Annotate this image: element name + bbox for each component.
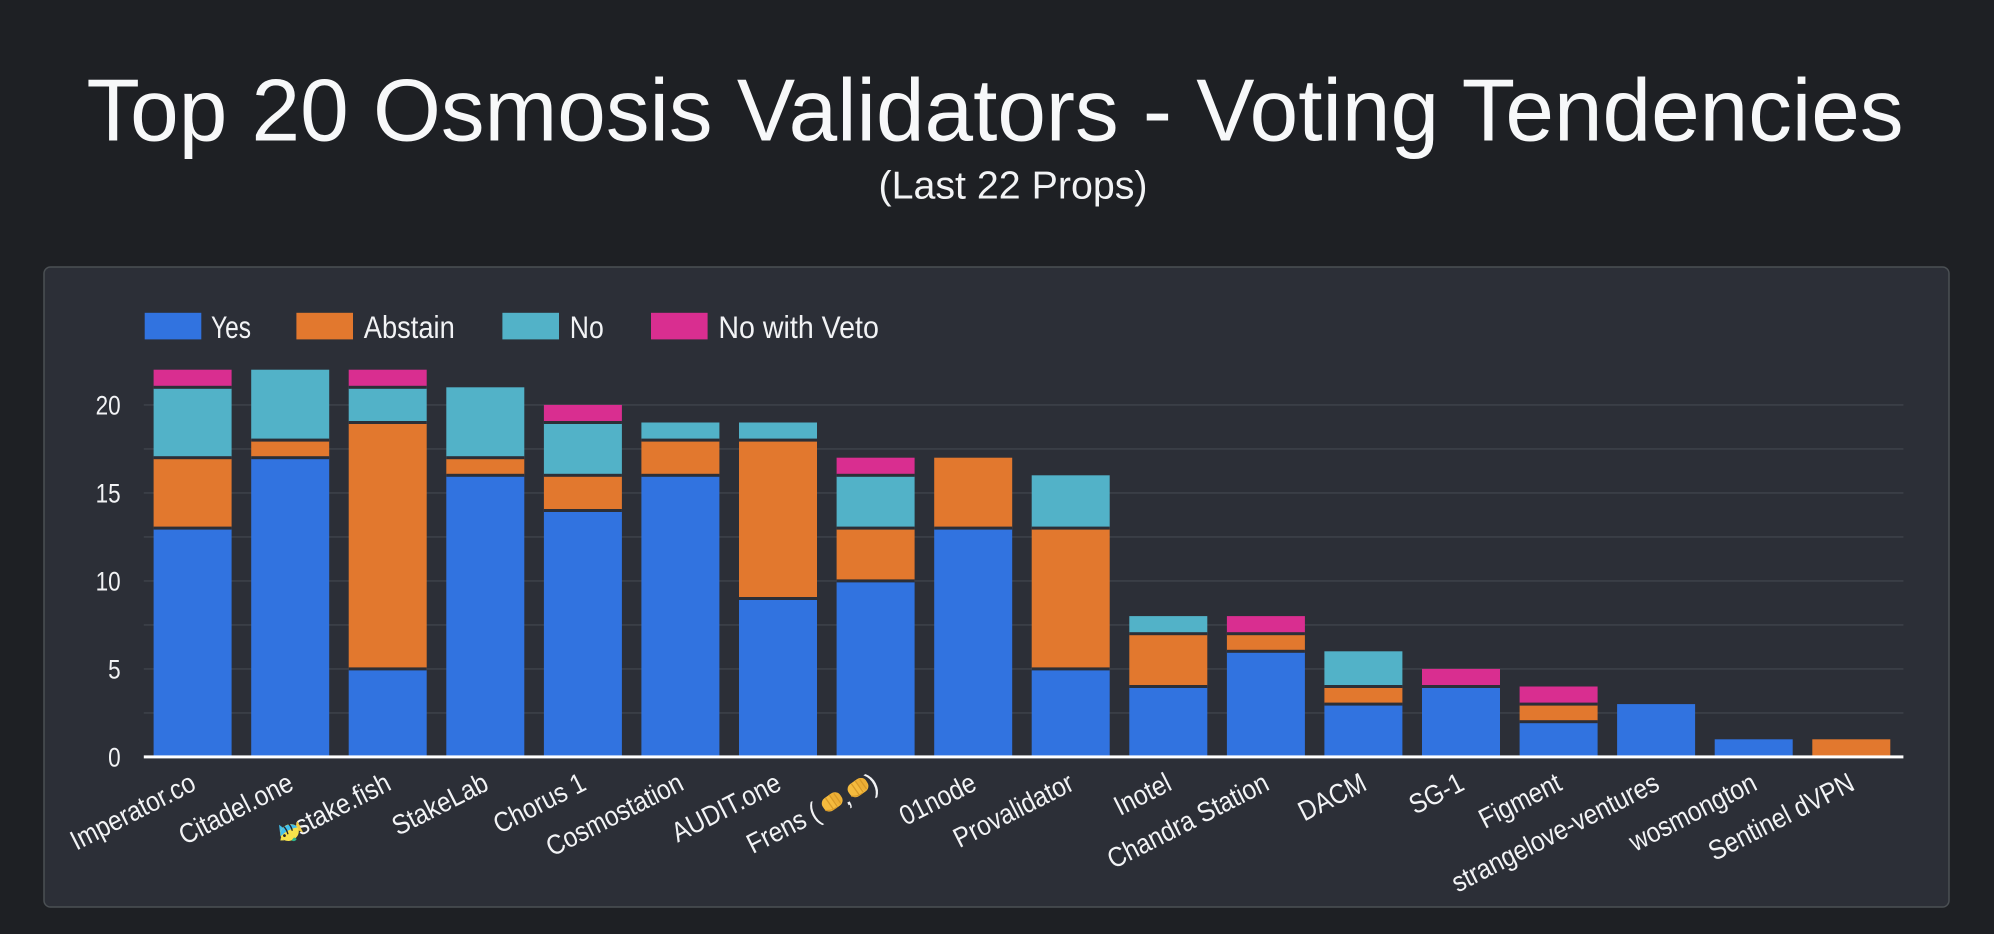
svg-text:(Last 22 Props): (Last 22 Props) — [879, 165, 1148, 208]
svg-text:Abstain: Abstain — [364, 309, 455, 345]
svg-text:No: No — [570, 309, 604, 345]
svg-text:5: 5 — [108, 655, 121, 685]
svg-text:No with Veto: No with Veto — [718, 309, 879, 345]
svg-text:Top 20 Osmosis Validators - Vo: Top 20 Osmosis Validators - Voting Tende… — [87, 60, 1904, 159]
svg-text:20: 20 — [96, 391, 121, 421]
svg-text:0: 0 — [108, 743, 121, 773]
svg-text:15: 15 — [96, 479, 121, 509]
svg-text:10: 10 — [96, 567, 121, 597]
svg-text:Yes: Yes — [211, 309, 251, 345]
